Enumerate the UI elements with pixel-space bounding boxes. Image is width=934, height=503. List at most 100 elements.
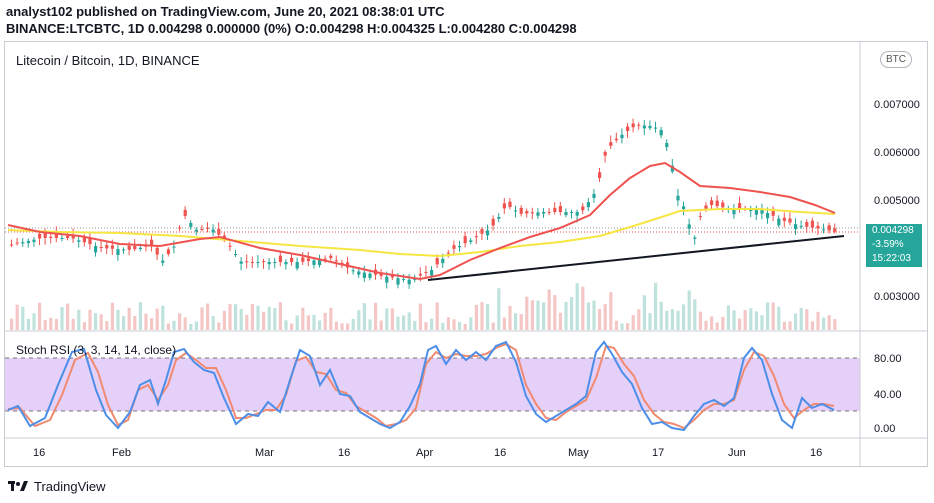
volume-bar xyxy=(418,303,422,330)
volume-bar xyxy=(351,318,355,330)
volume-bar xyxy=(788,321,792,330)
candle-body xyxy=(250,261,254,263)
candle-body xyxy=(754,209,758,215)
candle-body xyxy=(441,258,445,264)
time-label: Jun xyxy=(728,447,746,459)
volume-bar xyxy=(771,302,775,330)
currency-badge[interactable]: BTC xyxy=(880,51,912,68)
candle-body xyxy=(110,245,114,249)
candle-body xyxy=(564,212,568,216)
candle-body xyxy=(10,244,14,246)
tradingview-brand[interactable]: TradingView xyxy=(8,478,106,494)
price-label-1: 0.007000 xyxy=(874,99,920,111)
volume-bar xyxy=(10,318,14,330)
candle-body xyxy=(508,201,512,208)
volume-bar xyxy=(710,316,714,330)
volume-bar xyxy=(732,310,736,330)
volume-bar xyxy=(26,318,30,330)
candle-body xyxy=(239,261,243,264)
candle-body xyxy=(234,254,238,255)
candle-body xyxy=(553,207,557,212)
price-change: -3.59% xyxy=(872,239,904,250)
candle-body xyxy=(558,205,562,212)
volume-bar xyxy=(189,323,193,330)
candle-body xyxy=(273,262,277,263)
symbol-title[interactable]: Litecoin / Bitcoin, 1D, BINANCE xyxy=(16,53,200,68)
candle-body xyxy=(766,213,770,219)
volume-bar xyxy=(262,311,266,330)
candle-body xyxy=(799,225,803,227)
volume-bar xyxy=(603,304,607,330)
volume-bar xyxy=(654,282,658,330)
volume-bar xyxy=(469,317,473,330)
volume-bar xyxy=(749,308,753,330)
volume-bar xyxy=(278,302,282,330)
volume-bar xyxy=(94,313,98,330)
candle-body xyxy=(138,247,142,250)
volume-bar xyxy=(754,311,758,330)
candle-body xyxy=(116,249,120,256)
candle-body xyxy=(54,233,58,238)
volume-bar xyxy=(228,304,232,330)
candle-body xyxy=(105,245,109,249)
volume-bar xyxy=(150,318,154,330)
candle-body xyxy=(794,224,798,230)
volume-bar xyxy=(340,323,344,330)
candle-body xyxy=(133,245,137,250)
volume-bar xyxy=(60,306,64,330)
candle-body xyxy=(402,278,406,280)
candle-body xyxy=(525,211,529,214)
time-label: 17 xyxy=(652,447,664,459)
stoch-rsi-title[interactable]: Stoch RSI (3, 3, 14, 14, close) xyxy=(16,343,177,357)
volume-bar xyxy=(458,321,462,330)
candle-body xyxy=(738,203,742,208)
candle-body xyxy=(486,230,490,236)
volume-bar xyxy=(642,295,646,330)
candle-body xyxy=(312,260,316,265)
volume-bar xyxy=(88,309,92,330)
candle-body xyxy=(94,246,98,253)
candle-body xyxy=(575,212,579,216)
volume-bar xyxy=(726,305,730,330)
volume-bar xyxy=(43,319,47,330)
volume-bar xyxy=(413,320,417,330)
volume-bar xyxy=(110,302,114,330)
volume-bar xyxy=(390,308,394,330)
volume-bar xyxy=(172,320,176,330)
candle-body xyxy=(390,274,394,278)
volume-bar xyxy=(318,320,322,330)
candle-body xyxy=(654,127,658,129)
volume-bar xyxy=(312,314,316,330)
candle-body xyxy=(368,273,372,278)
candle-body xyxy=(418,273,422,276)
chart-frame xyxy=(4,41,928,467)
candle-body xyxy=(547,211,551,213)
candle-body xyxy=(514,210,518,212)
candle-body xyxy=(357,271,361,275)
candle-body xyxy=(598,172,602,178)
volume-bar xyxy=(407,312,411,330)
candle-body xyxy=(435,258,439,265)
volume-bar xyxy=(217,322,221,330)
price-label-2: 0.006000 xyxy=(874,147,920,159)
volume-bar xyxy=(570,297,574,330)
candle-body xyxy=(816,225,820,229)
volume-bar xyxy=(659,301,663,330)
volume-bar xyxy=(38,302,42,330)
volume-bar xyxy=(687,290,691,330)
volume-bar xyxy=(463,323,467,330)
candle-body xyxy=(704,205,708,209)
volume-bar xyxy=(77,309,81,330)
volume-bar xyxy=(542,302,546,330)
volume-bar xyxy=(782,321,786,330)
volume-bar xyxy=(486,303,490,330)
candle-body xyxy=(43,232,47,238)
candle-body xyxy=(446,252,450,254)
candle-body xyxy=(172,246,176,248)
candle-body xyxy=(278,255,282,262)
candle-body xyxy=(122,249,126,251)
candle-body xyxy=(698,216,702,218)
volume-bar xyxy=(794,313,798,330)
volume-bar xyxy=(536,300,540,330)
